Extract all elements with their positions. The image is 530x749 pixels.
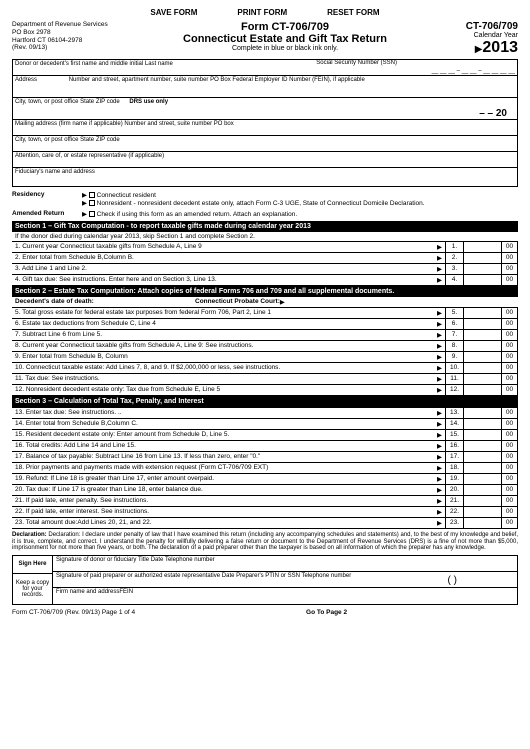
section2-sub: Decedent's date of death: Connecticut Pr… (12, 297, 518, 307)
signature-donor[interactable]: Signature of donor or fiduciary Title Da… (53, 556, 517, 572)
amended-label: Amended Return (12, 210, 82, 217)
fiduciary-field[interactable]: Fiduciary's name and address (12, 167, 518, 187)
section2-header: Section 2 – Estate Tax Computation: Atta… (12, 286, 518, 297)
section1-header: Section 1 – Gift Tax Computation - to re… (12, 221, 518, 232)
print-button[interactable]: PRINT FORM (237, 8, 287, 17)
dept-info: Department of Revenue Services PO Box 29… (12, 21, 132, 52)
sign-area: Sign Here Keep a copy for your records. … (12, 555, 518, 605)
section1-sub: If the donor died during calendar year 2… (12, 232, 518, 241)
nonresident-checkbox[interactable] (89, 200, 95, 206)
goto-page2[interactable]: Go To Page 2 (306, 609, 347, 616)
donor-field[interactable]: Donor or decedent's first name and middl… (12, 59, 518, 75)
form-title: Form CT-706/709 Connecticut Estate and G… (132, 21, 438, 52)
signature-preparer[interactable]: Signature of paid preparer or authorized… (53, 572, 517, 588)
mailing-field[interactable]: Mailing address (firm name if applicable… (12, 119, 518, 135)
city-field-2[interactable]: City, town, or post office State ZIP cod… (12, 135, 518, 151)
section3-table: 13. Enter tax due: See instructions. .. … (12, 407, 518, 529)
firm-name[interactable]: Firm name and addressFEIN (53, 588, 517, 604)
attention-field[interactable]: Attention, care of, or estate representa… (12, 151, 518, 167)
amended-checkbox[interactable] (89, 211, 95, 217)
address-field[interactable]: Address Number and street, apartment num… (12, 75, 518, 97)
save-button[interactable]: SAVE FORM (150, 8, 197, 17)
declaration: Declaration: Declaration: I declare unde… (12, 529, 518, 555)
footer-form: Form CT-706/709 (Rev. 09/13) Page 1 of 4 (12, 609, 135, 616)
year-box: CT-706/709 Calendar Year ▶2013 (438, 21, 518, 57)
section2-table: 5. Total gross estate for federal estate… (12, 307, 518, 396)
resident-checkbox[interactable] (89, 192, 95, 198)
residency-label: Residency (12, 191, 82, 198)
section1-table: 1. Current year Connecticut taxable gift… (12, 241, 518, 286)
reset-button[interactable]: RESET FORM (327, 8, 379, 17)
section3-header: Section 3 – Calculation of Total Tax, Pe… (12, 396, 518, 407)
city-field-1[interactable]: City, town, or post office State ZIP cod… (12, 97, 518, 119)
